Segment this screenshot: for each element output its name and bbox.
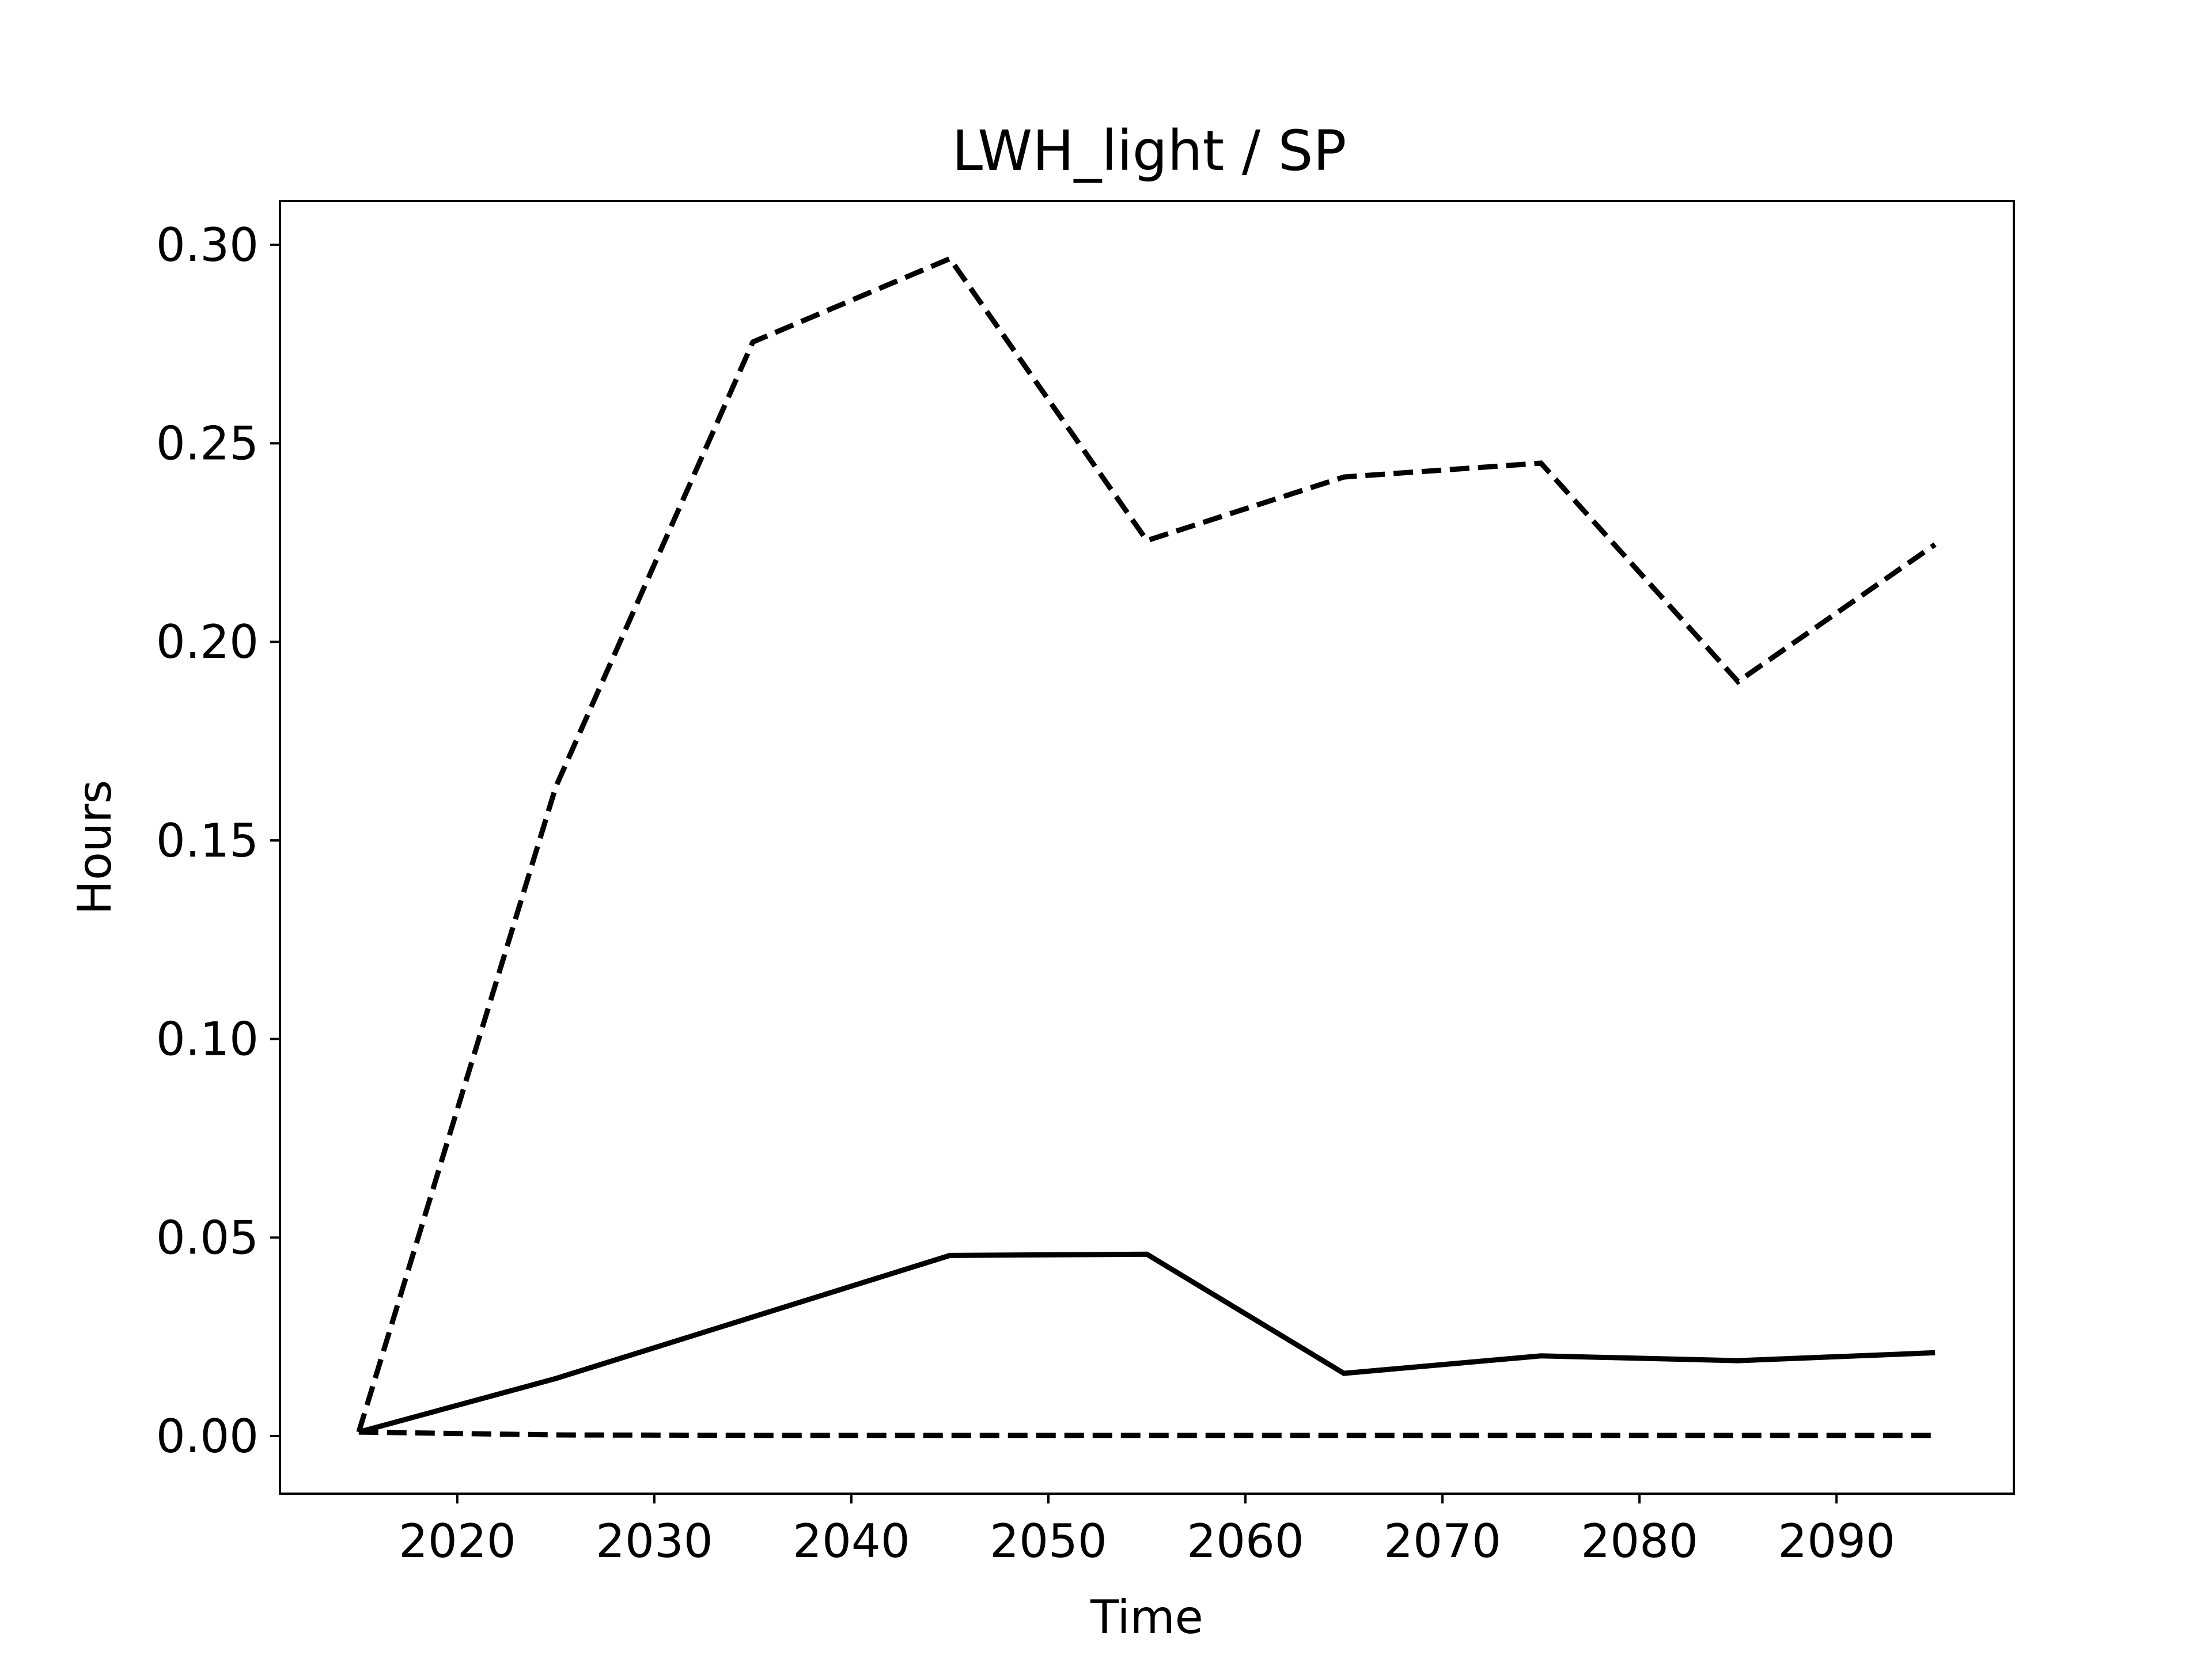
chart-title: LWH_light / SP (952, 119, 1347, 183)
plot-area-frame (279, 200, 2015, 1495)
x-axis-ticks: 2020 2030 2040 2050 2060 2070 2080 2090 (399, 1494, 1895, 1568)
y-tick-label: 0.15 (156, 814, 259, 868)
series-layer (356, 255, 1937, 1438)
y-tick-label: 0.30 (156, 218, 259, 272)
y-tick-label: 0.25 (156, 417, 259, 471)
series-line-2 (356, 255, 1937, 1433)
x-tick-label: 2040 (793, 1514, 910, 1568)
x-axis-label: Time (1090, 1590, 1203, 1644)
x-tick-label: 2060 (1187, 1514, 1304, 1568)
x-tick-label: 2070 (1384, 1514, 1501, 1568)
y-tick-label: 0.20 (156, 615, 259, 669)
x-tick-label: 2080 (1581, 1514, 1698, 1568)
y-tick-label: 0.05 (156, 1211, 259, 1264)
x-tick-label: 2020 (399, 1514, 516, 1568)
series-line-1 (358, 1251, 1936, 1435)
y-tick-label: 0.00 (156, 1410, 259, 1463)
x-tick-label: 2030 (596, 1514, 713, 1568)
y-axis-label: Hours (68, 780, 122, 915)
y-tick-label: 0.10 (156, 1013, 259, 1066)
x-tick-label: 2090 (1778, 1514, 1895, 1568)
series-line-3 (358, 1429, 1936, 1438)
x-tick-label: 2050 (990, 1514, 1107, 1568)
y-axis-ticks: 0.00 0.05 0.10 0.15 0.20 0.25 0.30 (156, 218, 280, 1463)
